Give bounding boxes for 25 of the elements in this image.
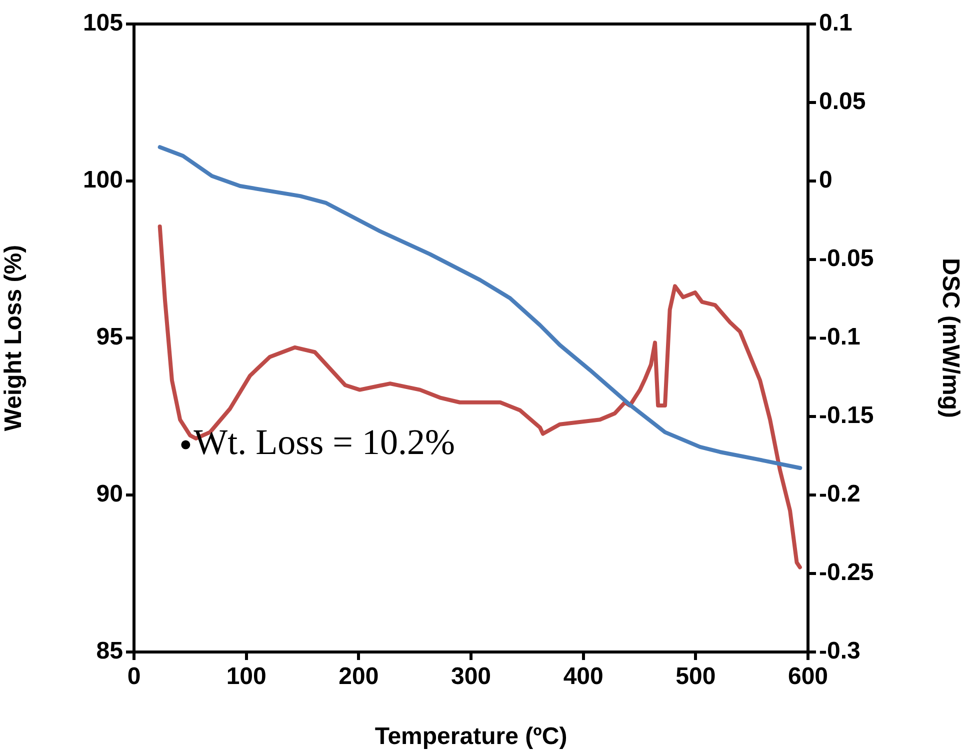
y2-tick-label: -0.25 (819, 559, 874, 586)
y2-axis-title: DSC (mW/mg) (936, 258, 964, 418)
y2-tick-label: -0.2 (819, 480, 860, 508)
x-tick-label: 200 (338, 663, 379, 690)
annotation: Wt. Loss = 10.2% (194, 422, 455, 462)
y-tick-label: 85 (96, 638, 123, 665)
y2-tick-label: 0.1 (819, 10, 852, 37)
y2-tick-label: -0.05 (819, 245, 874, 272)
x-tick-label: 600 (788, 663, 828, 690)
x-tick-label: 300 (450, 663, 492, 690)
x-tick-label: 100 (226, 663, 266, 690)
y-tick-label: 100 (82, 166, 123, 194)
y-tick-label: 95 (96, 324, 123, 351)
x-axis-title: Temperature (ºC) (374, 723, 568, 750)
x-tick-label: 0 (127, 663, 141, 690)
y2-tick-label: 0.05 (819, 88, 866, 116)
y2-tick-label: 0 (819, 166, 832, 194)
y2-tick-label: -0.15 (819, 402, 874, 430)
y-tick-label: 105 (82, 10, 123, 37)
x-tick-label: 400 (563, 663, 604, 690)
y2-tick-label: -0.1 (819, 324, 860, 351)
y-tick-label: 90 (96, 480, 123, 508)
x-tick-label: 500 (676, 663, 716, 690)
y-axis-title: Weight Loss (%) (0, 244, 28, 432)
y2-tick-label: -0.3 (819, 638, 860, 665)
